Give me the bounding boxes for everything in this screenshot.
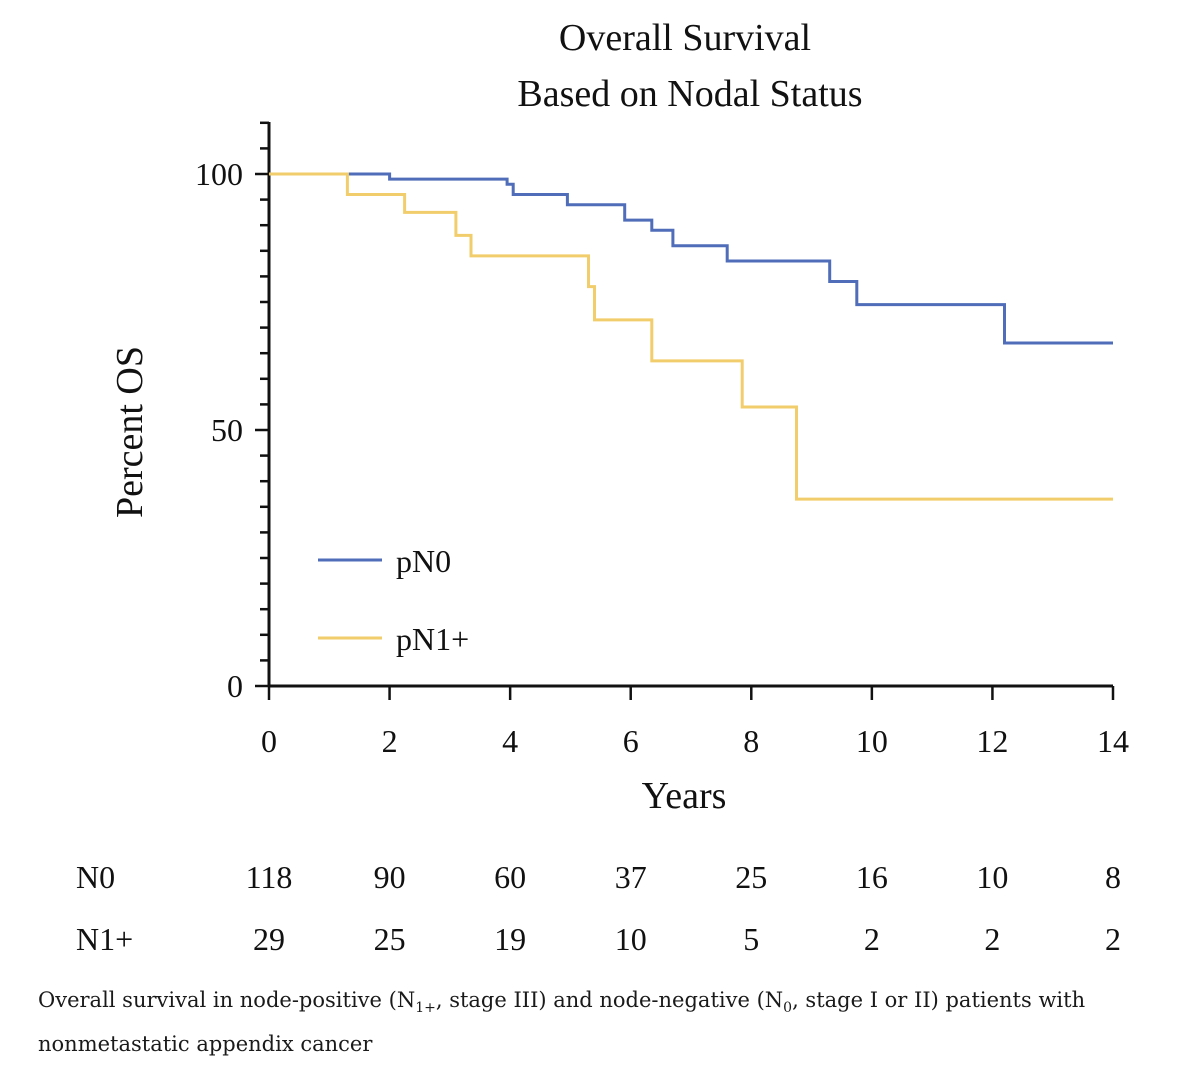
risk-cell: 10 (615, 921, 647, 957)
chart-title-line-1: Overall Survival (559, 17, 811, 59)
x-tick-label: 10 (856, 723, 888, 759)
risk-row-label: N1+ (76, 921, 133, 957)
axes: 0 50 100 0 2 4 6 8 10 12 14 (195, 121, 1129, 759)
risk-cell: 10 (976, 859, 1008, 895)
x-tick-label: 12 (976, 723, 1008, 759)
x-tick-label: 14 (1097, 723, 1129, 759)
risk-cell: 60 (494, 859, 526, 895)
y-axis-label: Percent OS (109, 346, 151, 518)
risk-table: N0 118 90 60 37 25 16 10 8 N1+ 29 25 19 10 5 2 2 2 (76, 859, 1121, 957)
series-layer (269, 172, 1113, 501)
y-tick-label: 100 (195, 156, 243, 192)
risk-cell: 8 (1105, 859, 1121, 895)
risk-cell: 2 (1105, 921, 1121, 957)
caption-subscript-2: 0 (783, 1000, 793, 1017)
series-line-pn0 (269, 172, 1113, 345)
legend-label-pn0: pN0 (396, 543, 451, 579)
chart-title-line-2: Based on Nodal Status (517, 73, 862, 115)
legend: pN0 pN1+ (318, 543, 469, 657)
risk-cell: 118 (246, 859, 293, 895)
y-tick-label: 50 (211, 412, 243, 448)
x-tick-label: 2 (382, 723, 398, 759)
x-tick-label: 6 (623, 723, 639, 759)
y-tick-label: 0 (227, 668, 243, 704)
legend-label-pn1plus: pN1+ (396, 621, 469, 657)
risk-cell: 90 (374, 859, 406, 895)
risk-cell: 2 (864, 921, 880, 957)
x-axis-label: Years (642, 775, 727, 817)
series-line-pn1plus (269, 172, 1113, 501)
figure-caption: Overall survival in node-positive (N1+, … (38, 978, 1168, 1066)
risk-cell: 25 (735, 859, 767, 895)
caption-subscript-1: 1+ (415, 1000, 436, 1017)
x-tick-label: 8 (743, 723, 759, 759)
risk-row-label: N0 (76, 859, 115, 895)
risk-cell: 25 (374, 921, 406, 957)
caption-part-2: , stage III) and node-negative (N (435, 988, 784, 1012)
risk-cell: 2 (984, 921, 1000, 957)
risk-cell: 5 (743, 921, 759, 957)
risk-cell: 19 (494, 921, 526, 957)
x-tick-label: 4 (502, 723, 518, 759)
risk-cell: 16 (856, 859, 888, 895)
caption-part-1: Overall survival in node-positive (N (38, 988, 416, 1012)
risk-cell: 29 (253, 921, 285, 957)
caption-part-3: , stage I or II) patients with nonmetast… (38, 988, 1086, 1056)
survival-chart: Overall Survival Based on Nodal Status 0… (76, 17, 1129, 957)
x-tick-label: 0 (261, 723, 277, 759)
risk-cell: 37 (615, 859, 647, 895)
